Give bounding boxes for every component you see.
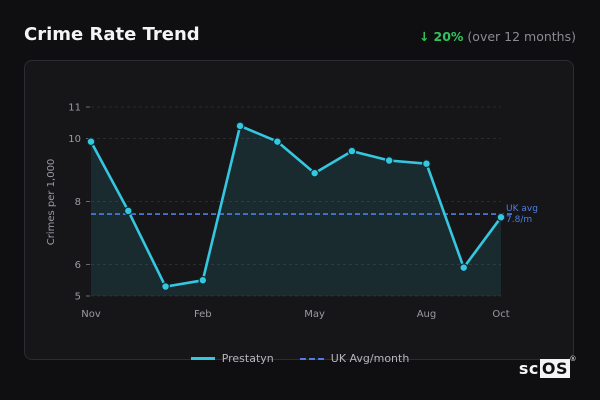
legend-swatch-series [190,357,215,360]
y-tick-label: 5 [75,292,81,303]
series-line [89,124,503,288]
brand-reg-mark: ® [569,355,577,363]
y-axis-label: Crimes per 1,000 [46,159,57,246]
brand-text: sc [518,359,539,378]
y-tick-label: 11 [68,103,81,114]
chart-title: Crime Rate Trend [24,24,200,45]
series-area [91,125,501,297]
y-tick-label: 8 [75,197,81,208]
legend: Prestatyn UK Avg/month [0,352,600,365]
x-tick-label: May [304,309,325,320]
data-point [384,156,394,165]
data-point [86,137,96,147]
x-ticks: Nov Feb May Aug Oct [81,309,509,320]
chart-panel [24,60,574,360]
data-points [86,121,506,291]
y-tick-label: 10 [68,134,81,145]
data-point [198,275,208,285]
data-point [235,121,245,131]
data-point [310,168,320,178]
data-point [347,146,357,156]
brand-boxed-text: OS [539,359,570,378]
x-tick-label: Oct [492,309,509,320]
change-period: (over 12 months) [467,29,576,44]
data-point [123,206,133,216]
legend-item-series[interactable]: Prestatyn [190,352,274,365]
data-point [422,159,431,169]
x-tick-label: Feb [194,309,212,320]
data-point [459,263,469,273]
y-ticks: 5 6 8 10 11 [68,103,90,303]
legend-label-series: Prestatyn [221,352,274,365]
data-point [161,282,170,291]
y-tick-label: 6 [75,260,81,271]
reference-value-label: 7.8/m [506,215,532,225]
legend-item-reference[interactable]: UK Avg/month [299,352,410,365]
x-tick-label: Aug [417,309,437,320]
legend-swatch-reference [299,357,324,360]
data-point [496,212,506,222]
change-summary: ↓ 20% (over 12 months) [419,29,576,44]
change-percent: 20% [433,29,464,44]
down-arrow-icon: ↓ [419,29,430,44]
reference-label: UK avg [506,204,538,214]
brand-logo: sc OS ® [518,355,577,378]
x-tick-label: Nov [81,309,101,320]
data-point [272,137,282,147]
legend-label-reference: UK Avg/month [330,352,410,365]
gridlines [91,106,501,297]
